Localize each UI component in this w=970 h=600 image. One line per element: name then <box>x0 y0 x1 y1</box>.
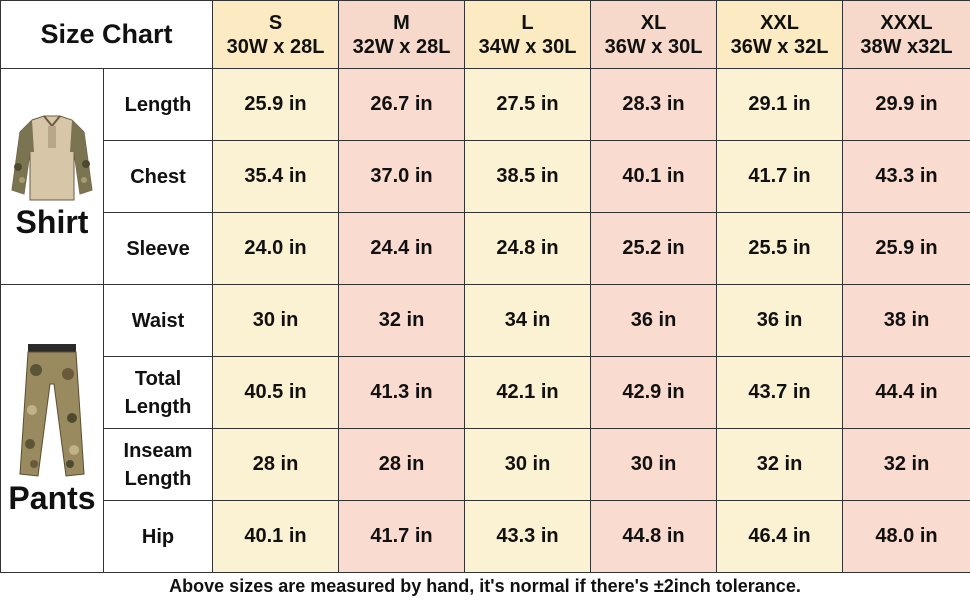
table-row: Total Length 40.5 in 41.3 in 42.1 in 42.… <box>1 356 970 429</box>
measure-label: Length <box>102 68 214 141</box>
table-cell: 32 in <box>842 428 970 501</box>
table-cell: 30 in <box>464 428 592 501</box>
measure-label: Waist <box>102 284 214 357</box>
size-label: XL <box>640 11 667 34</box>
measure-label-line: Total <box>134 367 182 390</box>
table-cell: 25.9 in <box>842 212 970 285</box>
header-row: Size Chart S 30W x 28L M 32W x 28L L 34W… <box>0 0 970 69</box>
table-cell: 24.8 in <box>464 212 592 285</box>
table-cell: 25.5 in <box>716 212 844 285</box>
table-row: Chest 35.4 in 37.0 in 38.5 in 40.1 in 41… <box>1 140 970 213</box>
table-row: Sleeve 24.0 in 24.4 in 24.8 in 25.2 in 2… <box>1 212 970 285</box>
category-label: Shirt <box>15 204 89 240</box>
measure-label: Hip <box>102 500 214 573</box>
table-cell: 24.0 in <box>212 212 340 285</box>
table-cell: 30 in <box>212 284 340 357</box>
measure-label-line: Length <box>124 395 192 418</box>
table-cell: 38 in <box>842 284 970 357</box>
table-cell: 38.5 in <box>464 140 592 213</box>
measure-label: Total Length <box>102 356 214 429</box>
measure-label: Chest <box>102 140 214 213</box>
size-label: M <box>393 11 410 34</box>
category-shirt: Shirt <box>0 68 104 285</box>
table-cell: 48.0 in <box>842 500 970 573</box>
category-pants: Pants <box>0 284 104 573</box>
table-cell: 29.9 in <box>842 68 970 141</box>
table-row: Shirt Length 25.9 in 26.7 in 27.5 in 28.… <box>0 68 970 285</box>
table-cell: 40.1 in <box>590 140 718 213</box>
size-label: L <box>521 11 534 34</box>
table-cell: 28 in <box>212 428 340 501</box>
table-cell: 29.1 in <box>716 68 844 141</box>
size-header-xxxl: XXXL 38W x32L <box>842 0 970 69</box>
table-cell: 25.9 in <box>212 68 340 141</box>
measure-label: Sleeve <box>102 212 214 285</box>
table-cell: 37.0 in <box>338 140 466 213</box>
size-dims: 32W x 28L <box>352 35 451 58</box>
table-row: Hip 40.1 in 41.7 in 43.3 in 44.8 in 46.4… <box>1 500 970 573</box>
table-cell: 42.1 in <box>464 356 592 429</box>
size-label: S <box>268 11 283 34</box>
size-dims: 36W x 32L <box>730 35 829 58</box>
table-cell: 28 in <box>338 428 466 501</box>
table-row: Pants Waist 30 in 32 in 34 in 36 in 36 i… <box>0 284 970 573</box>
table-cell: 34 in <box>464 284 592 357</box>
table-cell: 30 in <box>590 428 718 501</box>
size-dims: 34W x 30L <box>478 35 577 58</box>
table-cell: 40.5 in <box>212 356 340 429</box>
table-cell: 36 in <box>716 284 844 357</box>
table-cell: 24.4 in <box>338 212 466 285</box>
table-cell: 43.3 in <box>842 140 970 213</box>
table-cell: 44.4 in <box>842 356 970 429</box>
table-cell: 40.1 in <box>212 500 340 573</box>
table-cell: 44.8 in <box>590 500 718 573</box>
size-dims: 36W x 30L <box>604 35 703 58</box>
chart-title: Size Chart <box>0 0 214 69</box>
size-header-l: L 34W x 30L <box>464 0 592 69</box>
size-dims: 30W x 28L <box>226 35 325 58</box>
table-cell: 32 in <box>338 284 466 357</box>
size-header-m: M 32W x 28L <box>338 0 466 69</box>
size-chart-table: Size Chart S 30W x 28L M 32W x 28L L 34W… <box>0 0 970 573</box>
table-cell: 36 in <box>590 284 718 357</box>
size-label: XXL <box>760 11 799 34</box>
table-cell: 32 in <box>716 428 844 501</box>
tolerance-note: Above sizes are measured by hand, it's n… <box>0 574 970 600</box>
table-cell: 46.4 in <box>716 500 844 573</box>
table-cell: 25.2 in <box>590 212 718 285</box>
camo-pants-icon <box>19 344 85 477</box>
size-dims: 38W x32L <box>860 35 953 58</box>
table-cell: 43.7 in <box>716 356 844 429</box>
size-header-s: S 30W x 28L <box>212 0 340 69</box>
table-cell: 26.7 in <box>338 68 466 141</box>
table-row: Inseam Length 28 in 28 in 30 in 30 in 32… <box>1 428 970 501</box>
measure-label-line: Length <box>124 467 192 490</box>
table-cell: 35.4 in <box>212 140 340 213</box>
category-label: Pants <box>8 480 96 516</box>
table-cell: 42.9 in <box>590 356 718 429</box>
table-cell: 41.3 in <box>338 356 466 429</box>
table-cell: 28.3 in <box>590 68 718 141</box>
measure-label: Inseam Length <box>102 428 214 501</box>
table-cell: 41.7 in <box>716 140 844 213</box>
table-cell: 41.7 in <box>338 500 466 573</box>
table-cell: 43.3 in <box>464 500 592 573</box>
measure-label-line: Inseam <box>123 439 193 462</box>
size-header-xxl: XXL 36W x 32L <box>716 0 844 69</box>
size-header-xl: XL 36W x 30L <box>590 0 718 69</box>
size-label: XXXL <box>880 11 933 34</box>
camo-shirt-icon <box>11 115 93 201</box>
table-cell: 27.5 in <box>464 68 592 141</box>
